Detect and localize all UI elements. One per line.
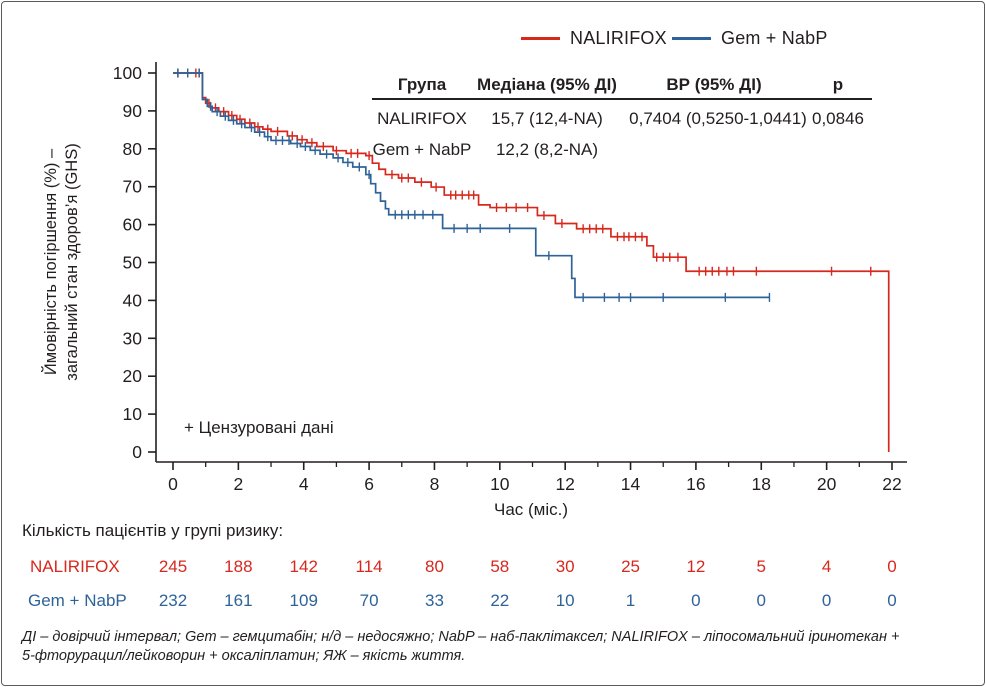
y-axis-title: Ймовірність погіршення (%) – загальний с… bbox=[41, 47, 83, 477]
stats-row1-p: 0,0846 bbox=[812, 109, 864, 128]
y-tick-label: 80 bbox=[123, 139, 143, 159]
risk-count: 161 bbox=[224, 591, 253, 610]
risk-count: 1 bbox=[625, 591, 636, 610]
risk-count: 70 bbox=[359, 591, 379, 610]
y-tick-label: 20 bbox=[123, 366, 143, 386]
risk-count: 80 bbox=[424, 557, 444, 576]
risk-count: 232 bbox=[158, 591, 188, 610]
stats-row2-median: 12,2 (8,2-NA) bbox=[495, 140, 599, 159]
legend-item-gem-nabp: Gem + NabP bbox=[672, 28, 828, 49]
stats-row1-median: 15,7 (12,4-NA) bbox=[491, 109, 603, 128]
risk-count: 22 bbox=[490, 591, 510, 610]
x-tick-label: 12 bbox=[555, 474, 574, 494]
stats-header-group: Група bbox=[397, 75, 447, 94]
legend-item-nalirifox: NALIRIFOX bbox=[521, 28, 667, 49]
nalirifox-line-swatch bbox=[521, 37, 560, 40]
risk-count: 142 bbox=[289, 557, 318, 576]
risk-row-label-nalirifox: NALIRIFOX bbox=[30, 557, 120, 576]
y-tick-label: 60 bbox=[123, 215, 143, 235]
y-tick-label: 70 bbox=[123, 177, 143, 197]
y-tick-label: 40 bbox=[123, 290, 143, 310]
risk-count: 0 bbox=[756, 591, 766, 610]
risk-count: 12 bbox=[686, 557, 706, 576]
risk-count: 188 bbox=[224, 557, 253, 576]
risk-count: 30 bbox=[555, 557, 575, 576]
x-tick-label: 22 bbox=[882, 474, 901, 494]
footnote-line2: 5-фторурацил/лейковорин + оксаліплатин; … bbox=[22, 648, 466, 664]
risk-count: 10 bbox=[555, 591, 575, 610]
stats-header-median: Медіана (95% ДІ) bbox=[477, 75, 617, 94]
x-tick-label: 2 bbox=[233, 474, 243, 494]
x-axis-title: Час (міс.) bbox=[493, 500, 569, 519]
y-tick-label: 10 bbox=[123, 404, 143, 424]
km-curve-nalirifox bbox=[173, 72, 890, 452]
risk-count: 109 bbox=[289, 591, 318, 610]
y-tick-label: 100 bbox=[113, 63, 142, 83]
y-tick-label: 90 bbox=[123, 101, 143, 121]
risk-table-title: Кількість пацієнтів у групі ризику: bbox=[22, 521, 284, 540]
risk-row-label-gem-nabp: Gem + NabP bbox=[28, 591, 127, 610]
legend-label-nalirifox: NALIRIFOX bbox=[570, 28, 667, 48]
risk-count: 5 bbox=[756, 557, 766, 576]
stats-row1-hr: 0,7404 (0,5250-1,0441) bbox=[629, 109, 807, 128]
risk-count: 0 bbox=[887, 557, 897, 576]
x-tick-label: 18 bbox=[752, 474, 771, 494]
footnote-line1: ДІ – довірчий інтервал; Gem – гемцитабін… bbox=[22, 629, 900, 645]
risk-count: 33 bbox=[424, 591, 444, 610]
x-tick-label: 20 bbox=[817, 474, 837, 494]
stats-row2-group: Gem + NabP bbox=[372, 140, 472, 159]
stats-table-header-rule bbox=[372, 98, 872, 100]
stats-header-hr: ВР (95% ДІ) bbox=[666, 75, 762, 94]
risk-count: 58 bbox=[490, 557, 510, 576]
censored-data-annotation: + Цензуровані дані bbox=[184, 418, 334, 437]
risk-count: 0 bbox=[691, 591, 701, 610]
x-tick-label: 16 bbox=[686, 474, 705, 494]
x-tick-label: 8 bbox=[430, 474, 440, 494]
y-tick-label: 0 bbox=[132, 442, 142, 462]
x-tick-label: 0 bbox=[168, 474, 178, 494]
x-tick-label: 4 bbox=[299, 474, 309, 494]
stats-row1-group: NALIRIFOX bbox=[377, 109, 467, 128]
y-axis-title-line2: загальний стан здоров’я (GHS) bbox=[63, 143, 81, 381]
x-tick-label: 14 bbox=[621, 474, 641, 494]
y-tick-label: 50 bbox=[123, 253, 143, 273]
y-axis-title-line1: Ймовірність погіршення (%) – bbox=[42, 148, 60, 376]
stats-header-p: p bbox=[832, 75, 844, 94]
x-tick-label: 10 bbox=[490, 474, 510, 494]
legend-label-gem-nabp: Gem + NabP bbox=[721, 28, 828, 48]
km-curve-gem-nabp bbox=[173, 72, 770, 299]
risk-count: 0 bbox=[887, 591, 897, 610]
y-tick-label: 30 bbox=[123, 328, 143, 348]
x-tick-label: 6 bbox=[364, 474, 374, 494]
risk-count: 114 bbox=[355, 557, 383, 576]
risk-count: 0 bbox=[821, 591, 832, 610]
risk-count: 25 bbox=[621, 557, 640, 576]
risk-count: 4 bbox=[821, 557, 832, 576]
risk-count: 245 bbox=[158, 557, 188, 576]
gem-nabp-line-swatch bbox=[672, 37, 711, 40]
